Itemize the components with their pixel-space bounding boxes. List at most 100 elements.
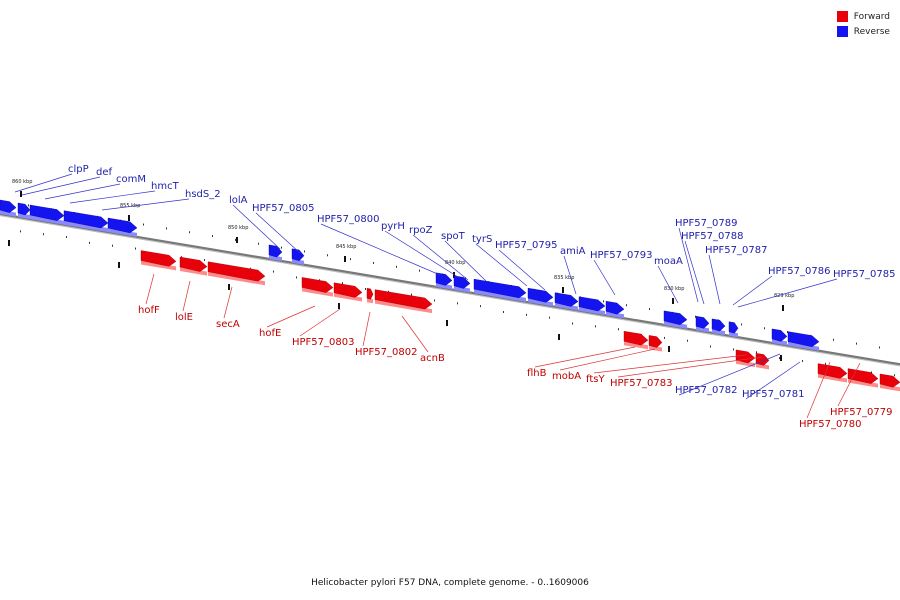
reverse-gene-glyph[interactable] — [695, 315, 710, 333]
gene-body — [605, 300, 625, 315]
reverse-gene-glyph[interactable] — [473, 278, 527, 302]
gene-label-hpf57_0785[interactable]: HPF57_0785 — [833, 269, 895, 280]
forward-swatch — [836, 11, 848, 22]
gene-shadow — [302, 287, 333, 297]
legend-item-reverse[interactable]: Reverse — [836, 24, 890, 39]
forward-gene-glyph[interactable] — [301, 277, 334, 297]
gene-label-hpf57_0793[interactable]: HPF57_0793 — [590, 250, 652, 261]
track-dot — [43, 233, 44, 236]
tick-label: 835 kbp — [554, 275, 574, 281]
forward-gene-glyph[interactable] — [817, 363, 848, 383]
gene-label-ftsy[interactable]: ftsY — [586, 374, 605, 385]
gene-label-pyrh[interactable]: pyrH — [381, 221, 405, 232]
gene-label-hpf57_0789[interactable]: HPF57_0789 — [675, 218, 737, 229]
track-dot — [327, 254, 328, 257]
reverse-gene-glyph[interactable] — [63, 210, 109, 233]
track-dot — [741, 323, 742, 326]
forward-gene-glyph[interactable] — [879, 373, 900, 392]
reverse-gene-glyph[interactable] — [17, 202, 31, 220]
gene-label-hpf57_0781[interactable]: HPF57_0781 — [742, 389, 804, 400]
reverse-gene-glyph[interactable] — [527, 287, 554, 307]
gene-label-hsds_2[interactable]: hsdS_2 — [185, 189, 221, 200]
gene-label-hpf57_0783[interactable]: HPF57_0783 — [610, 378, 672, 389]
label-leader-line — [362, 311, 371, 347]
gene-label-hpf57_0787[interactable]: HPF57_0787 — [705, 245, 767, 256]
reverse-gene-glyph[interactable] — [291, 248, 305, 265]
label-leader-line — [708, 254, 721, 305]
reverse-gene-glyph[interactable] — [663, 310, 688, 329]
gene-label-hpf57_0795[interactable]: HPF57_0795 — [495, 240, 557, 251]
forward-gene-glyph[interactable] — [366, 288, 374, 304]
reverse-gene-glyph[interactable] — [453, 275, 471, 293]
track-dot — [304, 250, 305, 253]
gene-shadow — [208, 271, 265, 286]
reverse-gene-glyph[interactable] — [578, 296, 606, 316]
gene-body — [301, 277, 334, 293]
gene-label-hpf57_0805[interactable]: HPF57_0805 — [252, 203, 314, 214]
gene-label-hpf57_0802[interactable]: HPF57_0802 — [355, 347, 417, 358]
reverse-gene-glyph[interactable] — [787, 331, 820, 351]
tick-mark — [20, 191, 22, 197]
track-dot — [503, 311, 504, 314]
track-dot — [779, 357, 780, 360]
tick-mark — [558, 334, 560, 340]
gene-body — [435, 272, 453, 286]
legend-item-forward[interactable]: Forward — [836, 9, 890, 24]
gene-label-hpf57_0779[interactable]: HPF57_0779 — [830, 407, 892, 418]
tick-mark — [8, 240, 10, 246]
label-leader-line — [678, 227, 699, 303]
track-dot — [457, 302, 458, 305]
track-dot — [112, 244, 113, 247]
forward-gene-glyph[interactable] — [623, 330, 649, 350]
reverse-gene-glyph[interactable] — [771, 328, 788, 346]
gene-label-hpf57_0782[interactable]: HPF57_0782 — [675, 385, 737, 396]
gene-label-seca[interactable]: secA — [216, 319, 240, 330]
reverse-gene-glyph[interactable] — [605, 300, 625, 319]
gene-label-hpf57_0786[interactable]: HPF57_0786 — [768, 266, 830, 277]
gene-label-hoff[interactable]: hofF — [138, 305, 160, 316]
gene-label-hpf57_0788[interactable]: HPF57_0788 — [681, 231, 743, 242]
label-leader-line — [145, 273, 155, 305]
label-leader-line — [255, 212, 301, 254]
reverse-gene-glyph[interactable] — [268, 244, 283, 262]
gene-label-hpf57_0780[interactable]: HPF57_0780 — [799, 419, 861, 430]
reverse-gene-glyph[interactable] — [711, 318, 726, 336]
gene-label-moaa[interactable]: moaA — [654, 256, 683, 267]
gene-label-tyrs[interactable]: tyrS — [472, 234, 492, 245]
gene-label-hofe[interactable]: hofE — [259, 328, 281, 339]
reverse-gene-glyph[interactable] — [29, 204, 65, 225]
forward-gene-glyph[interactable] — [179, 256, 208, 276]
label-leader-line — [320, 223, 441, 276]
gene-label-moba[interactable]: mobA — [552, 371, 581, 382]
forward-gene-glyph[interactable] — [207, 261, 266, 286]
gene-label-amia[interactable]: amiA — [560, 246, 586, 257]
gene-label-hpf57_0800[interactable]: HPF57_0800 — [317, 214, 379, 225]
track-dot — [618, 328, 619, 331]
forward-gene-glyph[interactable] — [374, 289, 433, 314]
gene-shadow — [736, 359, 755, 368]
gene-label-clpp[interactable]: clpP — [68, 164, 89, 175]
reverse-gene-glyph[interactable] — [435, 272, 453, 290]
forward-gene-glyph[interactable] — [333, 282, 363, 302]
reverse-gene-glyph[interactable] — [554, 292, 579, 311]
gene-label-lole[interactable]: lolE — [175, 312, 193, 323]
gene-label-acnb[interactable]: acnB — [420, 353, 445, 364]
gene-label-lola[interactable]: lolA — [229, 195, 248, 206]
track-dot — [764, 327, 765, 330]
label-leader-line — [534, 346, 636, 368]
gene-body — [711, 318, 726, 332]
forward-gene-glyph[interactable] — [140, 250, 177, 271]
gene-label-comm[interactable]: comM — [116, 174, 146, 185]
gene-label-hpf57_0803[interactable]: HPF57_0803 — [292, 337, 354, 348]
reverse-gene-glyph[interactable] — [728, 321, 739, 338]
gene-label-hmct[interactable]: hmcT — [151, 181, 180, 192]
forward-gene-glyph[interactable] — [648, 335, 663, 352]
gene-label-spot[interactable]: spoT — [441, 231, 466, 242]
reverse-gene-glyph[interactable] — [107, 217, 138, 237]
gene-label-rpoz[interactable]: rpoZ — [409, 225, 433, 236]
reverse-gene-glyph[interactable] — [0, 199, 17, 217]
gene-label-def[interactable]: def — [96, 167, 113, 178]
gene-shadow — [664, 320, 687, 329]
gene-label-flhb[interactable]: flhB — [527, 368, 547, 379]
